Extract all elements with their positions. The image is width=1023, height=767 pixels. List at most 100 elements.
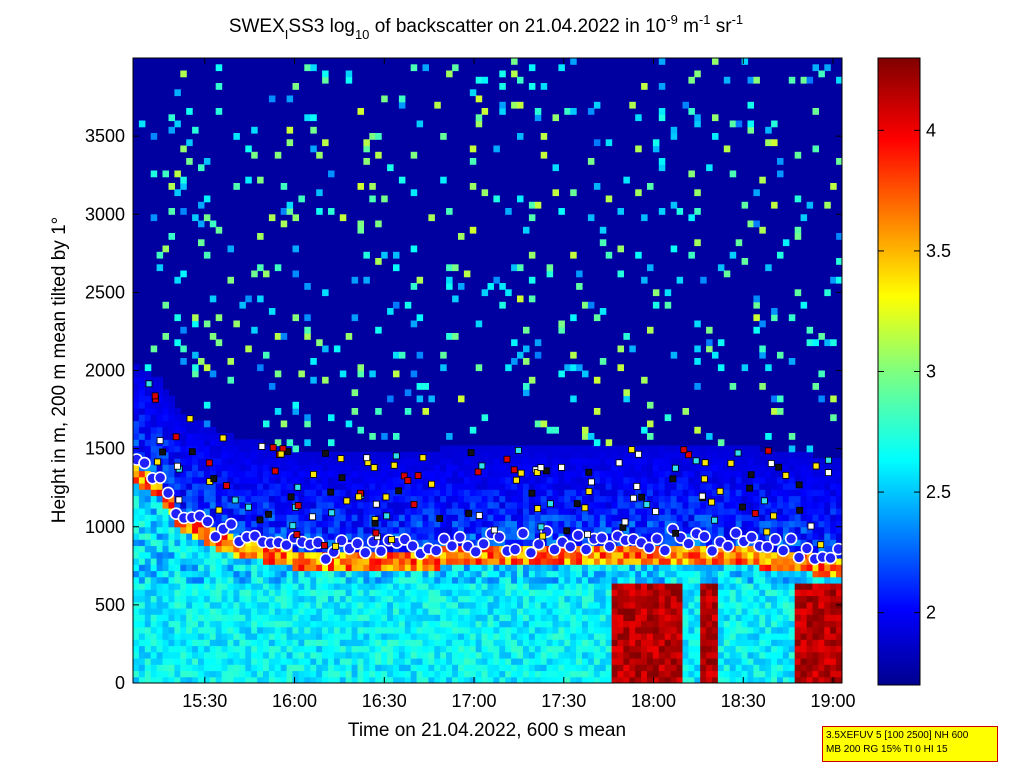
heatmap-cell — [777, 520, 784, 528]
heatmap-cell — [570, 483, 577, 490]
heatmap-cell — [375, 464, 382, 472]
heatmap-cell — [658, 608, 666, 615]
heatmap-cell — [812, 514, 819, 522]
heatmap-cell — [404, 633, 412, 640]
heatmap-cell — [523, 620, 530, 628]
heatmap-cell — [517, 501, 524, 509]
heatmap-cell — [771, 639, 778, 647]
heatmap-cell — [747, 676, 754, 683]
heatmap-cell — [339, 651, 347, 659]
heatmap-cell — [570, 601, 577, 609]
heatmap-cell — [156, 551, 164, 559]
heatmap-cell — [257, 589, 264, 597]
heatmap-cell — [328, 576, 335, 584]
heatmap-cell — [635, 639, 642, 647]
heatmap-cell — [286, 476, 294, 484]
heatmap-cell — [298, 464, 305, 472]
heatmap-cell — [694, 551, 701, 559]
heatmap-cell — [652, 583, 660, 590]
heatmap-cell — [641, 670, 648, 678]
heatmap-cell — [162, 420, 169, 428]
heatmap-cell — [576, 545, 583, 553]
heatmap-cell — [700, 570, 707, 578]
heatmap-cell — [410, 508, 418, 515]
heatmap-cell — [138, 420, 146, 428]
heatmap-cell — [475, 645, 483, 653]
heatmap-cell — [410, 633, 418, 640]
heatmap-cell — [292, 595, 299, 603]
heatmap-cell — [481, 558, 489, 565]
heatmap-cell — [233, 526, 240, 534]
heatmap-cell — [328, 458, 335, 465]
heatmap-cell — [582, 495, 589, 503]
heatmap-cell — [777, 451, 784, 459]
heatmap-cell — [540, 645, 548, 653]
heatmap-cell — [168, 183, 175, 190]
heatmap-cell — [599, 583, 607, 590]
heatmap-cell — [440, 351, 447, 359]
heatmap-cell — [647, 614, 654, 622]
heatmap-cell — [174, 664, 181, 672]
heatmap-cell — [605, 614, 613, 622]
heatmap-cell — [759, 451, 766, 459]
heatmap-cell — [410, 245, 418, 253]
heatmap-cell — [599, 483, 607, 490]
heatmap-cell — [717, 551, 725, 559]
heatmap-cell — [528, 533, 536, 540]
heatmap-cell — [593, 645, 601, 653]
heatmap-cell — [741, 601, 749, 609]
heatmap-cell — [440, 601, 447, 609]
heatmap-cell — [777, 639, 784, 647]
heatmap-cell — [251, 620, 258, 628]
heatmap-cell — [582, 633, 589, 640]
heatmap-cell — [540, 420, 548, 428]
heatmap-cell — [227, 508, 234, 515]
heatmap-cell — [221, 583, 229, 590]
heatmap-cell — [599, 226, 607, 234]
heatmap-cell — [670, 626, 678, 634]
heatmap-cell — [280, 664, 288, 672]
heatmap-cell — [150, 376, 158, 384]
heatmap-cell — [700, 483, 707, 490]
heatmap-cell — [410, 620, 418, 628]
heatmap-cell — [351, 595, 359, 603]
heatmap-cell — [339, 639, 347, 647]
heatmap-cell — [209, 539, 217, 547]
heatmap-cell — [617, 570, 624, 578]
heatmap-cell — [280, 608, 288, 615]
heatmap-cell — [215, 564, 223, 572]
heatmap-cell — [641, 470, 648, 478]
heatmap-cell — [215, 451, 223, 459]
heatmap-cell — [186, 595, 193, 603]
heatmap-cell — [410, 564, 418, 572]
heatmap-cell — [788, 664, 796, 672]
heatmap-cell — [670, 470, 678, 478]
heatmap-cell — [328, 658, 335, 665]
heatmap-cell — [487, 545, 494, 553]
heatmap-cell — [369, 626, 376, 634]
heatmap-cell — [333, 489, 341, 497]
heatmap-cell — [198, 464, 205, 472]
heatmap-cell — [729, 664, 737, 672]
heatmap-cell — [251, 570, 258, 578]
heatmap-cell — [652, 614, 660, 622]
heatmap-cell — [322, 645, 329, 653]
heatmap-cell — [393, 664, 400, 672]
heatmap-cell — [357, 564, 364, 572]
heatmap-cell — [286, 601, 294, 609]
heatmap-cell — [239, 645, 246, 653]
heatmap-cell — [647, 676, 654, 683]
heatmap-cell — [788, 595, 796, 603]
heatmap-cell — [593, 670, 601, 678]
heatmap-cell — [706, 326, 713, 334]
heatmap-cell — [641, 645, 648, 653]
heatmap-cell — [469, 633, 477, 640]
heatmap-cell — [623, 451, 630, 459]
heatmap-cell — [363, 158, 370, 165]
heatmap-cell — [676, 664, 684, 672]
heatmap-cell — [582, 570, 589, 578]
heatmap-cell — [375, 558, 382, 565]
heatmap-cell — [682, 464, 689, 472]
heatmap-cell — [517, 451, 524, 459]
heatmap-cell — [316, 545, 323, 553]
